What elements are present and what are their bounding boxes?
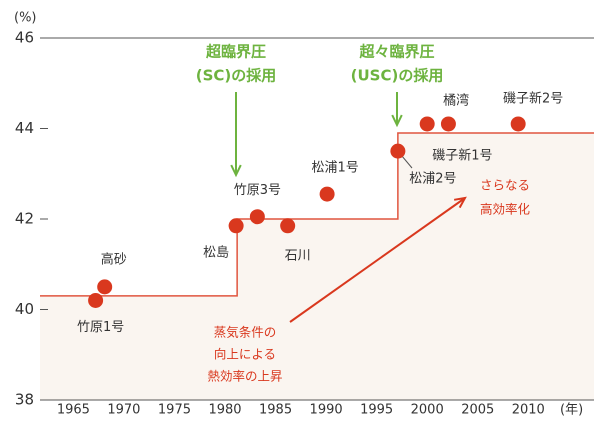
sc-arrow-head (230, 164, 242, 178)
point-label: 竹原1号 (77, 320, 124, 335)
x-tick-label: 1970 (107, 403, 140, 418)
y-tick-label: 44 (15, 119, 34, 137)
x-tick-label: 1965 (57, 403, 90, 418)
x-tick-label: 1980 (208, 403, 241, 418)
annotation: 向上による (214, 347, 276, 362)
x-tick-label: 2010 (512, 403, 545, 418)
point-label: 松浦2号 (409, 172, 456, 187)
point (390, 143, 406, 159)
point (97, 279, 113, 295)
x-tick-label: 1975 (158, 403, 191, 418)
point-label: 高砂 (101, 251, 127, 267)
step-line (40, 132, 594, 297)
y-tick-label: 42 (15, 210, 34, 228)
y-tick-label: 40 (15, 300, 34, 318)
x-tick-label: 1995 (360, 403, 393, 418)
efficiency-arrow (289, 197, 466, 323)
annotation: 超臨界圧 (205, 43, 266, 61)
efficiency-arrow-head (453, 196, 467, 209)
annotation: (USC)の採用 (351, 67, 444, 85)
point-label: 竹原3号 (234, 183, 281, 198)
point (440, 116, 456, 132)
point-label: 磯子新1号 (432, 147, 492, 163)
x-unit: (年) (560, 403, 583, 418)
point-label: 石川 (285, 248, 311, 263)
x-tick-label: 1985 (259, 403, 292, 418)
point-label: 橘湾 (443, 92, 469, 108)
y-tick-label: 38 (15, 391, 34, 409)
point (280, 218, 296, 234)
y-tick-label: 46 (15, 29, 34, 47)
annotation: 熱効率の上昇 (207, 369, 282, 384)
x-tick-label: 2005 (461, 403, 494, 418)
point (88, 292, 104, 308)
annotation: 超々臨界圧 (358, 43, 434, 61)
point-label: 松浦1号 (311, 161, 358, 176)
annotation: 蒸気条件の (214, 325, 277, 340)
point-label: 磯子新2号 (503, 90, 563, 106)
point (249, 209, 265, 225)
point (319, 186, 335, 202)
annotation: さらなる (480, 178, 530, 193)
point-label: 松島 (203, 245, 229, 260)
y-unit: (%) (14, 11, 37, 26)
point (510, 116, 526, 132)
point (228, 218, 244, 234)
annotation: (SC)の採用 (196, 67, 277, 85)
x-tick-label: 1990 (310, 403, 343, 418)
usc-arrow-head (391, 114, 403, 128)
annotation: 高効率化 (480, 202, 531, 217)
x-tick-label: 2000 (411, 403, 444, 418)
point (419, 116, 435, 132)
